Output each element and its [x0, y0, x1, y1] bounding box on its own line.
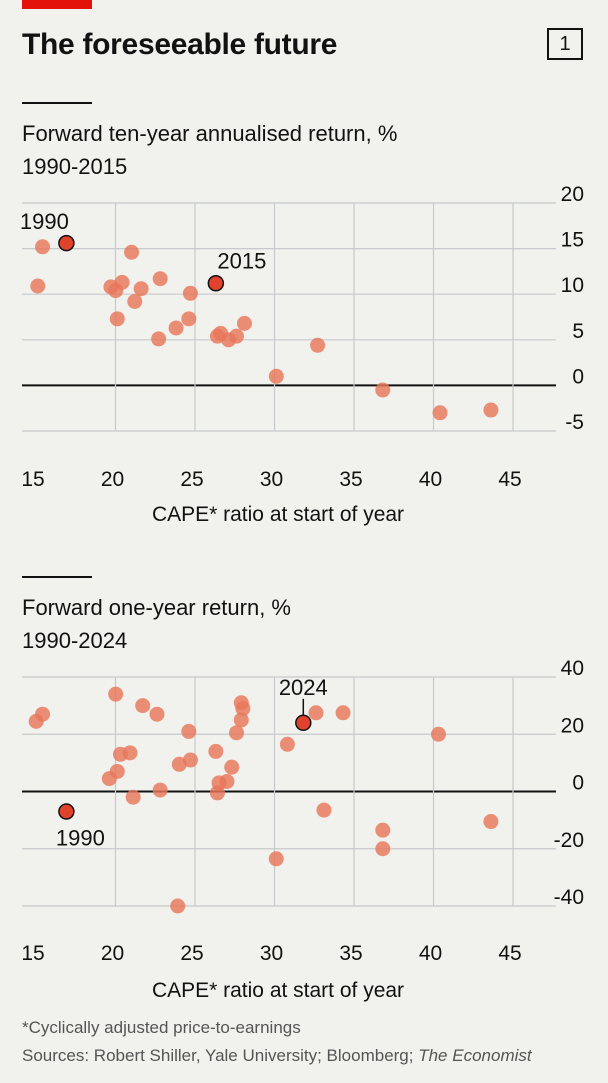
data-point — [151, 331, 167, 347]
x-tick-label: 45 — [498, 468, 521, 491]
footnote-definition: *Cyclically adjusted price-to-earnings — [22, 1018, 301, 1037]
y-tick-label: 20 — [561, 714, 584, 737]
data-point — [124, 244, 140, 260]
data-point — [125, 789, 141, 805]
data-point — [219, 773, 235, 789]
chart2-divider-rule — [22, 576, 92, 578]
chart-number-badge: 1 — [547, 28, 583, 60]
x-tick-label: 35 — [339, 468, 362, 491]
x-tick-label: 35 — [339, 942, 362, 965]
highlight-point — [58, 803, 75, 820]
y-tick-label: 0 — [572, 365, 584, 388]
x-tick-label: 40 — [419, 468, 442, 491]
x-tick-label: 15 — [21, 942, 44, 965]
y-tick-label: -40 — [554, 886, 584, 909]
data-point — [430, 726, 446, 742]
data-point — [181, 723, 197, 739]
data-point — [35, 239, 51, 255]
sources-publication: The Economist — [418, 1046, 532, 1065]
data-point — [229, 725, 245, 741]
data-point — [375, 822, 391, 838]
data-point — [268, 851, 284, 867]
highlight-point — [207, 275, 225, 292]
data-point — [279, 736, 295, 752]
data-point — [109, 763, 125, 779]
data-point — [30, 278, 46, 294]
data-point — [122, 745, 138, 761]
x-tick-label: 40 — [419, 942, 442, 965]
data-point — [375, 841, 391, 857]
x-axis-label: CAPE* ratio at start of year — [152, 503, 404, 526]
x-tick-label: 20 — [101, 468, 124, 491]
y-tick-label: 40 — [561, 657, 584, 680]
y-tick-label: 15 — [561, 229, 584, 252]
chart1-title: Forward ten-year annualised return, % — [22, 121, 398, 146]
data-point — [149, 706, 165, 722]
chart2-title: Forward one-year return, % — [22, 595, 291, 620]
data-point — [152, 782, 168, 798]
data-point — [114, 274, 130, 290]
data-point — [182, 285, 198, 301]
data-point — [152, 271, 168, 287]
chart1-divider-rule — [22, 102, 92, 104]
data-point — [483, 402, 499, 418]
x-tick-label: 25 — [180, 468, 203, 491]
y-tick-label: 20 — [561, 183, 584, 206]
data-point — [432, 405, 448, 421]
data-point — [168, 320, 184, 336]
data-point — [170, 898, 186, 914]
data-point — [208, 743, 224, 759]
data-point — [233, 712, 249, 728]
y-tick-label: 5 — [572, 320, 584, 343]
x-axis-label: CAPE* ratio at start of year — [152, 979, 404, 1002]
x-tick-label: 20 — [101, 942, 124, 965]
data-point — [108, 686, 124, 702]
data-point — [35, 706, 51, 722]
highlight-point — [295, 714, 312, 732]
highlight-label: 1990 — [56, 826, 105, 851]
data-point — [268, 368, 284, 384]
data-point — [310, 337, 326, 353]
highlight-label: 2015 — [217, 248, 266, 273]
highlight-label: 2024 — [279, 675, 328, 700]
data-point — [483, 814, 499, 830]
data-point — [235, 700, 251, 716]
data-point — [224, 759, 240, 775]
chart2-one-year-return-scatter: 40 20 0 -20 -40 15 20 25 30 35 40 45 CAPE* ratio at … — [21, 657, 584, 1002]
x-tick-label: 30 — [260, 942, 283, 965]
highlight-label: 1990 — [20, 209, 69, 234]
data-point — [127, 293, 143, 309]
data-point — [236, 315, 252, 331]
data-point — [316, 802, 332, 818]
x-tick-label: 45 — [498, 942, 521, 965]
x-tick-label: 25 — [180, 942, 203, 965]
data-point — [229, 328, 245, 344]
y-tick-label: -5 — [565, 411, 584, 434]
data-point — [135, 698, 151, 714]
data-point — [109, 311, 125, 327]
y-tick-label: 10 — [561, 274, 584, 297]
chart2-subtitle: 1990-2024 — [22, 628, 128, 653]
data-point — [308, 705, 324, 721]
chart1-subtitle: 1990-2015 — [22, 154, 128, 179]
data-point — [181, 311, 197, 327]
data-point — [133, 281, 149, 297]
data-point — [182, 752, 198, 768]
data-point — [375, 382, 391, 398]
brand-red-tag — [22, 0, 92, 9]
page-title: The foreseeable future — [22, 28, 338, 61]
y-tick-label: -20 — [554, 829, 584, 852]
highlight-point — [58, 234, 75, 252]
data-point — [335, 705, 351, 721]
x-tick-label: 15 — [21, 468, 44, 491]
y-tick-label: 0 — [572, 772, 584, 795]
footnote-sources: Sources: Robert Shiller, Yale University… — [22, 1046, 532, 1066]
sources-text: Sources: Robert Shiller, Yale University… — [22, 1046, 419, 1065]
x-tick-label: 30 — [260, 468, 283, 491]
